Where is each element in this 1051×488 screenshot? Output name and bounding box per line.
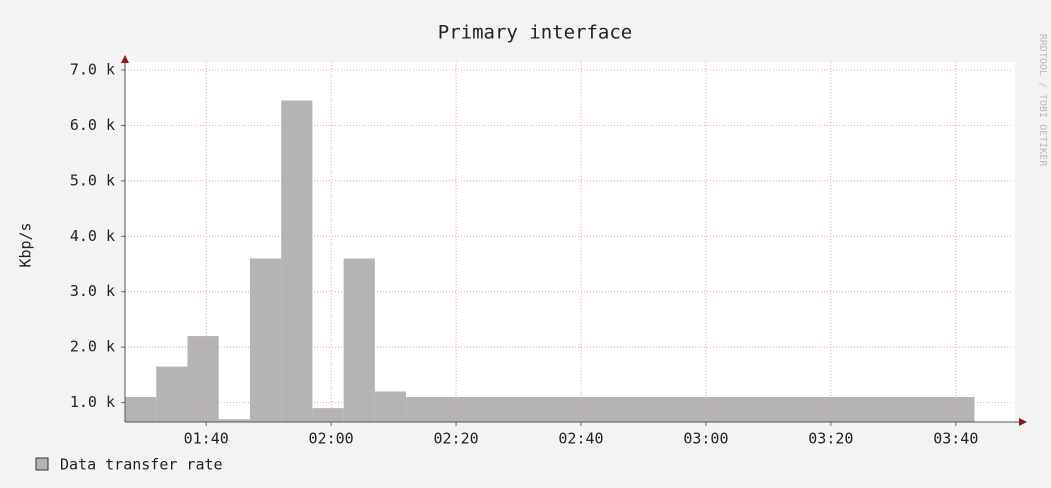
bar xyxy=(125,397,157,422)
x-tick-label: 03:40 xyxy=(933,430,978,448)
x-tick-label: 03:00 xyxy=(683,430,728,448)
watermark: RRDTOOL / TOBI OETIKER xyxy=(1037,34,1048,167)
x-tick-label: 03:20 xyxy=(808,430,853,448)
y-tick-label: 4.0 k xyxy=(70,227,115,245)
x-tick-label: 01:40 xyxy=(184,430,229,448)
y-tick-label: 6.0 k xyxy=(70,116,115,134)
bar xyxy=(218,419,250,422)
bar xyxy=(187,336,219,422)
y-tick-label: 7.0 k xyxy=(70,61,115,79)
bar xyxy=(406,397,975,422)
x-tick-label: 02:20 xyxy=(433,430,478,448)
y-tick-label: 3.0 k xyxy=(70,282,115,300)
bar xyxy=(156,366,188,422)
y-axis-label: Kbp/s xyxy=(17,222,35,267)
x-tick-label: 02:00 xyxy=(309,430,354,448)
x-tick-label: 02:40 xyxy=(558,430,603,448)
chart-title: Primary interface xyxy=(438,22,632,44)
bar xyxy=(343,258,375,422)
bar xyxy=(312,408,344,422)
legend-swatch xyxy=(35,457,49,471)
bar xyxy=(281,100,313,422)
y-tick-label: 5.0 k xyxy=(70,171,115,189)
x-arrow xyxy=(1019,418,1027,426)
bar xyxy=(249,258,282,422)
y-tick-label: 2.0 k xyxy=(70,338,115,356)
legend-label: Data transfer rate xyxy=(60,456,223,474)
y-tick-label: 1.0 k xyxy=(70,393,115,411)
bar xyxy=(374,391,407,422)
y-arrow xyxy=(121,55,129,63)
